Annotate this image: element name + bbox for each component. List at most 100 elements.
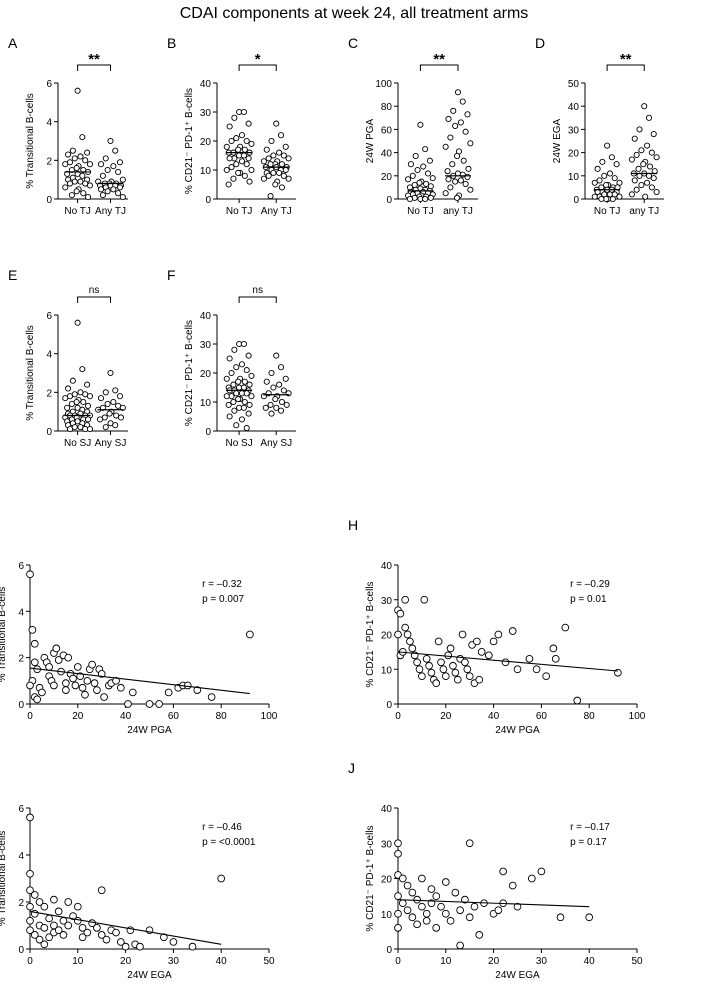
data-point <box>508 627 517 635</box>
data-point <box>513 902 522 911</box>
data-point <box>638 147 645 154</box>
data-point <box>404 176 412 183</box>
data-point <box>432 679 441 688</box>
x-tick-label: 80 <box>584 711 596 722</box>
data-point <box>233 135 240 142</box>
data-point <box>456 906 464 915</box>
correlation-r-label: r = –0.46 <box>202 822 242 833</box>
data-point <box>223 375 230 382</box>
data-point <box>267 161 274 168</box>
y-tick-label: 2 <box>46 156 52 167</box>
x-tick-label: 0 <box>27 956 33 967</box>
data-point <box>413 895 421 904</box>
data-point <box>265 155 272 162</box>
data-point <box>85 402 92 409</box>
y-tick-label: 0 <box>46 195 52 206</box>
data-point <box>119 194 126 201</box>
x-axis-title: 24W PGA <box>495 725 540 736</box>
data-point <box>561 623 570 632</box>
data-point <box>414 166 421 174</box>
significance-bracket <box>77 64 111 71</box>
data-point <box>225 401 232 408</box>
data-point <box>77 153 84 160</box>
data-point <box>112 387 119 394</box>
data-point <box>230 381 237 388</box>
data-point <box>243 367 250 374</box>
data-point <box>449 661 457 670</box>
data-point <box>226 155 233 162</box>
data-point <box>408 913 417 922</box>
data-point <box>99 172 106 179</box>
data-point <box>277 132 285 139</box>
data-point <box>611 175 618 182</box>
data-point <box>442 143 449 150</box>
point-series <box>26 570 254 708</box>
data-point <box>394 892 402 900</box>
data-point <box>86 426 93 433</box>
y-tick-label: 2 <box>18 654 24 665</box>
data-point <box>110 186 117 193</box>
data-point <box>245 120 252 127</box>
data-point <box>233 161 240 168</box>
correlation-p-label: p = 0.17 <box>570 837 607 848</box>
data-point <box>494 906 503 915</box>
series-0 <box>591 142 623 203</box>
data-point <box>453 153 461 160</box>
data-point <box>418 874 426 883</box>
data-point <box>183 681 192 690</box>
y-tick-label: 0 <box>386 700 392 711</box>
data-point <box>457 119 464 126</box>
significance-label: ** <box>88 51 100 68</box>
data-point <box>422 195 429 203</box>
panel-letter: A <box>8 35 18 51</box>
data-point <box>276 381 283 388</box>
data-point <box>231 346 238 353</box>
data-point <box>398 874 407 883</box>
data-point <box>413 920 421 929</box>
data-point <box>494 630 503 639</box>
significance-bracket <box>419 64 459 71</box>
panel-e: E 0 2 4 6 % Transitional B-cells No SJ Any SJ ns <box>8 267 128 449</box>
data-point <box>452 178 459 185</box>
y-tick-label: 40 <box>568 102 580 113</box>
data-point <box>450 107 457 114</box>
data-point <box>238 361 246 368</box>
point-series <box>394 839 594 950</box>
data-point <box>243 137 250 145</box>
data-point <box>116 184 124 191</box>
data-point <box>422 654 431 663</box>
data-point <box>30 891 39 899</box>
data-point <box>394 909 402 918</box>
data-point <box>484 651 493 660</box>
data-point <box>99 192 106 199</box>
data-point <box>276 169 283 176</box>
data-point <box>441 909 450 918</box>
data-point <box>64 898 73 906</box>
data-point <box>551 654 560 663</box>
data-point <box>457 177 464 184</box>
data-point <box>638 182 645 189</box>
y-tick-label: 20 <box>381 631 393 642</box>
data-point <box>241 146 248 153</box>
data-point <box>460 157 467 164</box>
data-point <box>112 928 120 937</box>
data-point <box>606 170 614 177</box>
data-point <box>97 395 105 402</box>
data-point <box>230 398 237 406</box>
data-point <box>599 158 606 165</box>
data-point <box>401 595 410 604</box>
data-point <box>30 658 39 667</box>
data-point <box>231 407 238 414</box>
data-point <box>45 914 53 923</box>
y-tick-label: 50 <box>568 79 580 90</box>
x-tick-label: No SJ <box>226 438 253 449</box>
data-point <box>121 942 130 951</box>
y-tick-label: 10 <box>381 665 393 676</box>
data-point <box>102 389 109 396</box>
data-point <box>462 128 469 135</box>
y-tick-label: 0 <box>18 945 24 956</box>
data-point <box>207 693 216 701</box>
x-axis-title: 24W EGA <box>127 970 172 981</box>
data-point <box>86 161 93 168</box>
